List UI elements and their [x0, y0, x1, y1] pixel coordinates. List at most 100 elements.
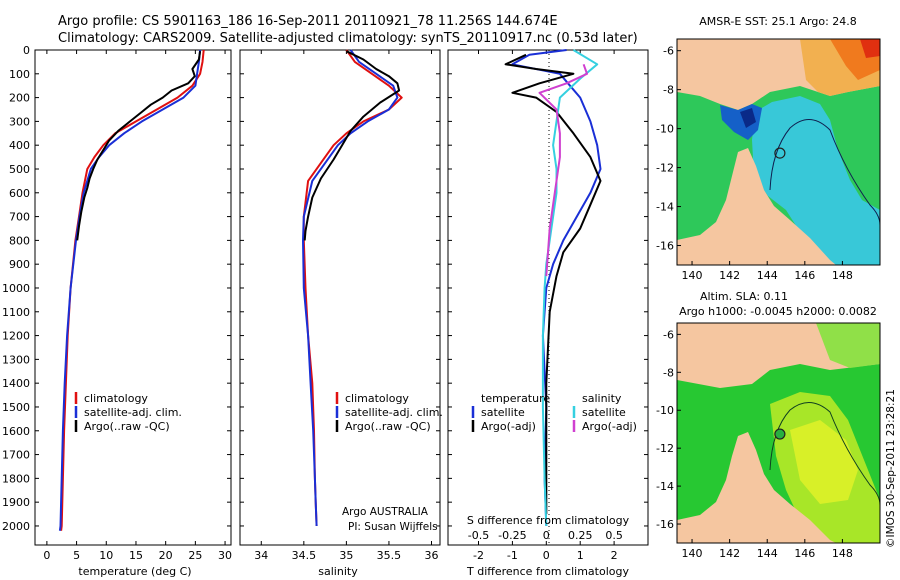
x-tick-label: -1 — [507, 549, 518, 562]
map-y-tick-label: -6 — [663, 328, 674, 341]
sst-map-axes: 140 142 144 146 148 -6 -8 -10 -12 -14 -16 — [656, 45, 853, 282]
x-tick-label: 35.5 — [377, 549, 402, 562]
diff-legend-tsat: satellite — [481, 406, 525, 419]
sst-map-frame — [676, 38, 881, 266]
credit-footer: ©IMOS 30-Sep-2011 23:28:21 — [885, 389, 897, 548]
sla-isobath — [769, 402, 880, 506]
depth-tick-label: 1100 — [2, 306, 30, 319]
temperature-series — [58, 49, 205, 531]
sst-hottest-coast — [860, 39, 880, 58]
diff-legend-targo: Argo(-adj) — [481, 420, 536, 433]
diff-legend-ssat: satellite — [582, 406, 626, 419]
header-line-1: Argo profile: CS 5901163_186 16-Sep-2011… — [58, 14, 558, 29]
map-y-tick-label: -14 — [656, 480, 674, 493]
header-line-2: Climatology: CARS2009. Satellite-adjuste… — [58, 31, 638, 46]
s-diff-tick-label: -0.5 — [468, 529, 489, 542]
map-x-tick-label: 146 — [794, 269, 815, 282]
salinity-x-axis: 34 34.5 35 35.5 36 — [254, 50, 438, 562]
depth-tick-label: 400 — [9, 139, 30, 152]
diff-legend-sargo: Argo(-adj) — [582, 420, 637, 433]
map-y-tick-label: -16 — [656, 240, 674, 253]
map-y-tick-label: -16 — [656, 518, 674, 531]
depth-tick-label: 1500 — [2, 401, 30, 414]
x-tick-label: 34 — [254, 549, 268, 562]
sla-map-title-1: Altim. SLA: 0.11 — [700, 290, 788, 303]
s-diff-tick-label: -0.25 — [498, 529, 526, 542]
depth-tick-label: 200 — [9, 92, 30, 105]
map-y-tick-label: -12 — [656, 442, 674, 455]
depth-tick-label: 800 — [9, 234, 30, 247]
map-x-tick-label: 144 — [757, 269, 778, 282]
map-y-tick-label: -6 — [663, 45, 674, 58]
depth-tick-label: 2000 — [2, 520, 30, 533]
series-line-satellite — [58, 49, 202, 531]
map-y-tick-label: -10 — [656, 404, 674, 417]
s-diff-tick-label: 0.5 — [605, 529, 623, 542]
difference-series — [504, 49, 602, 527]
sst-shelf-band — [752, 96, 880, 265]
x-tick-label: 36 — [424, 549, 438, 562]
depth-tick-label: 700 — [9, 211, 30, 224]
x-tick-label: 25 — [188, 549, 202, 562]
x-tick-label: 10 — [99, 549, 113, 562]
series-line-sat_salinity — [541, 49, 599, 527]
depth-axis: 0 100 200 300 400 500 600 700 800 900 1000 1100 1200… — [2, 44, 648, 533]
series-line-climatology — [60, 49, 205, 531]
temp-legend-sat: satellite-adj. clim. — [84, 406, 182, 419]
depth-tick-label: 1600 — [2, 425, 30, 438]
depth-tick-label: 600 — [9, 187, 30, 200]
series-line-climatology — [302, 49, 403, 527]
x-tick-label: 34.5 — [292, 549, 317, 562]
sal-legend-clim: climatology — [345, 392, 409, 405]
x-tick-label: 0 — [543, 549, 550, 562]
series-line-argo — [504, 53, 602, 515]
map-x-tick-label: 146 — [794, 547, 815, 560]
depth-tick-label: 500 — [9, 163, 30, 176]
depth-tick-label: 1000 — [2, 282, 30, 295]
temperature-x-axis: 0 5 10 15 20 25 30 — [43, 50, 232, 562]
series-line-argo_salinity — [538, 63, 588, 277]
s-diff-tick-label: 0 — [543, 529, 550, 542]
x-tick-label: 30 — [218, 549, 232, 562]
sal-legend-sat: satellite-adj. clim. — [345, 406, 443, 419]
sst-map — [677, 39, 880, 265]
map-x-tick-label: 144 — [757, 547, 778, 560]
diff-legend-temp-title: temperature — [481, 392, 550, 405]
sla-north-coast — [816, 323, 880, 368]
sla-peak — [790, 420, 858, 504]
depth-tick-label: 300 — [9, 115, 30, 128]
series-line-argo — [76, 51, 202, 241]
map-x-tick-label: 148 — [832, 269, 853, 282]
x-tick-label: 15 — [129, 549, 143, 562]
salinity-legend: climatology satellite-adj. clim. Argo(..… — [335, 392, 443, 433]
difference-x-axis: -2 -1 0 1 2 -0.5 -0.25 0 0.25 0.5 — [468, 50, 623, 562]
depth-tick-label: 1200 — [2, 330, 30, 343]
salinity-panel-frame — [239, 49, 441, 546]
temperature-panel-frame — [34, 49, 232, 546]
x-tick-label: 1 — [577, 549, 584, 562]
sst-cape-york-land — [677, 148, 836, 265]
sla-map-axes: 140 142 144 146 148 -6 -8 -10 -12 -14 -16 — [656, 328, 853, 560]
salinity-xlabel: salinity — [318, 565, 358, 578]
diff-legend-sal-title: salinity — [582, 392, 622, 405]
map-y-tick-label: -10 — [656, 123, 674, 136]
sst-argo-location-marker — [774, 147, 786, 159]
difference-xlabel-t: T difference from climatology — [466, 565, 629, 578]
temperature-xlabel: temperature (deg C) — [78, 565, 191, 578]
sst-cold-core — [740, 108, 756, 128]
sal-legend-argo: Argo(..raw -QC) — [345, 420, 431, 433]
sla-argo-location-marker — [774, 428, 786, 440]
depth-tick-label: 1300 — [2, 353, 30, 366]
s-diff-tick-label: 0.25 — [568, 529, 593, 542]
sla-map-title-2: Argo h1000: -0.0045 h2000: 0.0082 — [679, 305, 877, 318]
depth-tick-label: 1700 — [2, 449, 30, 462]
depth-tick-label: 1800 — [2, 472, 30, 485]
x-tick-label: 35 — [339, 549, 353, 562]
map-y-tick-label: -14 — [656, 201, 674, 214]
map-x-tick-label: 140 — [682, 269, 703, 282]
x-tick-label: 20 — [159, 549, 173, 562]
depth-tick-label: 0 — [23, 44, 30, 57]
sla-map-frame — [676, 322, 881, 544]
x-tick-label: -2 — [473, 549, 484, 562]
